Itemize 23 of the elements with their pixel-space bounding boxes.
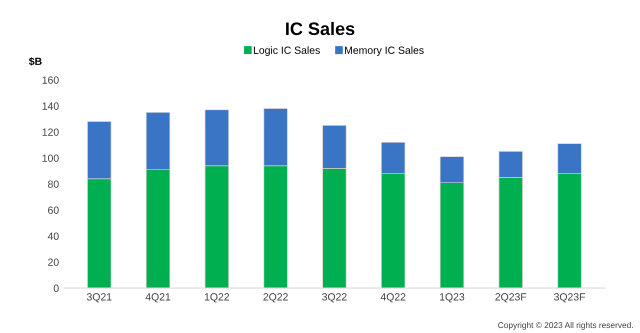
y-tick-label: 40	[48, 232, 59, 240]
x-tick-label: 3Q23F	[554, 293, 586, 302]
x-tick-label: 2Q22	[263, 293, 288, 302]
y-tick-label: 60	[48, 206, 59, 214]
chart-title: IC Sales	[286, 22, 354, 36]
y-tick-label: 0	[54, 284, 59, 292]
x-tick-label: 1Q23	[440, 293, 464, 302]
x-tick-label: 4Q22	[380, 293, 406, 302]
y-tick-label: 100	[42, 154, 59, 162]
y-tick-label: 20	[48, 258, 59, 266]
y-axis-title: $B	[28, 57, 42, 66]
y-tick-label: 80	[48, 180, 59, 188]
x-tick-label: 4Q21	[146, 293, 170, 302]
legend-label: Memory IC Sales	[345, 46, 424, 56]
y-tick-label: 160	[42, 76, 59, 84]
x-tick-label: 3Q21	[86, 293, 112, 302]
x-tick-label: 3Q22	[322, 293, 347, 302]
y-tick-label: 120	[42, 128, 59, 136]
x-tick-label: 1Q22	[204, 293, 230, 302]
text: Copyright © 2023 All rights reserved.	[498, 322, 633, 330]
legend-label: Logic IC Sales	[254, 46, 320, 56]
y-tick-label: 140	[42, 102, 59, 110]
x-tick-label: 2Q23F	[495, 293, 526, 302]
